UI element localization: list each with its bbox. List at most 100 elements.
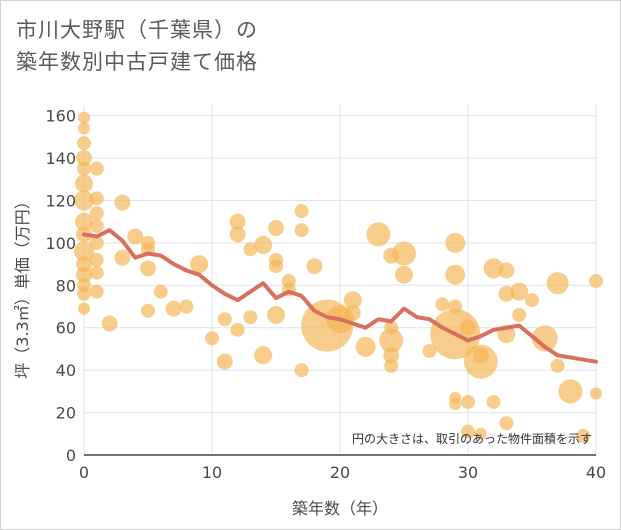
grid [83, 105, 597, 456]
data-bubble [512, 308, 527, 322]
data-bubble [77, 286, 91, 301]
data-bubble [89, 252, 104, 267]
data-bubble [531, 325, 558, 352]
x-tick-label: 0 [79, 463, 89, 482]
y-tick-label: 100 [45, 234, 76, 253]
data-bubble [89, 191, 104, 206]
data-bubble [268, 220, 284, 237]
trend-line [82, 228, 598, 364]
data-bubble [546, 272, 569, 295]
data-bubble [254, 346, 273, 365]
y-tick-label: 80 [56, 276, 76, 295]
data-bubble [78, 122, 90, 135]
data-bubble [229, 226, 246, 243]
data-bubble [498, 262, 515, 279]
data-bubble [379, 328, 404, 353]
data-bubble [483, 258, 504, 279]
data-bubble [384, 358, 399, 373]
data-bubble [77, 136, 91, 151]
data-bubble [114, 194, 131, 211]
trend-line-group [82, 228, 598, 364]
data-bubble [179, 299, 194, 314]
data-bubble [306, 258, 323, 275]
data-bubble [589, 274, 603, 289]
data-bubble [344, 304, 361, 321]
data-bubble [243, 242, 258, 257]
data-bubble [217, 312, 232, 327]
data-bubble [294, 363, 309, 378]
data-bubble [550, 358, 565, 373]
data-bubble [435, 297, 450, 312]
data-bubble [89, 218, 104, 233]
data-bubble [460, 319, 476, 336]
ticks: 0 20 40 60 80 100 120 140 160 0 10 20 30 40 [45, 107, 606, 482]
data-bubble [267, 306, 285, 324]
data-bubble [486, 394, 501, 409]
data-bubble [77, 161, 91, 176]
data-bubble [395, 265, 413, 284]
data-bubble [445, 232, 466, 253]
data-bubble [472, 347, 489, 364]
title-line-2: 築年数別中古戸建て価格 [16, 50, 258, 74]
data-bubble [205, 331, 219, 346]
data-bubble [590, 387, 602, 400]
data-bubble [74, 190, 94, 211]
data-bubble [140, 260, 156, 277]
data-bubble [89, 235, 104, 250]
data-bubble [525, 293, 539, 308]
data-bubble [254, 236, 273, 254]
chart-title: 市川大野駅（千葉県）の 築年数別中古戸建て価格 [16, 14, 258, 78]
y-tick-label: 0 [66, 446, 76, 465]
data-bubble [576, 428, 591, 443]
data-bubble [343, 291, 362, 310]
data-bubble [383, 347, 400, 364]
data-bubble [461, 424, 475, 439]
data-bubble [76, 266, 92, 283]
data-bubble [89, 265, 104, 280]
x-tick-label: 30 [458, 463, 478, 482]
data-bubble [229, 213, 246, 230]
data-bubble [216, 353, 233, 370]
data-bubble [141, 303, 155, 318]
data-bubble [78, 111, 90, 124]
data-bubble [230, 322, 245, 337]
x-tick-label: 20 [330, 463, 350, 482]
data-bubble [422, 344, 437, 359]
title-line-1: 市川大野駅（千葉県）の [16, 18, 258, 42]
data-bubble [294, 204, 309, 219]
data-bubble [474, 427, 487, 440]
bubbles [74, 111, 603, 443]
data-bubble [392, 241, 416, 266]
data-bubble [74, 241, 94, 262]
size-note: 円の大きさは、取引のあった物件面積を示す [352, 431, 592, 446]
data-bubble [461, 394, 475, 409]
y-tick-label: 60 [56, 319, 76, 338]
data-bubble [294, 223, 309, 238]
data-bubble [243, 310, 258, 325]
x-tick-label: 40 [586, 463, 606, 482]
data-bubble [75, 174, 93, 193]
data-bubble [78, 302, 90, 315]
data-bubble [558, 379, 583, 404]
data-bubble [89, 161, 104, 176]
x-tick-label: 10 [202, 463, 222, 482]
data-bubble [153, 284, 168, 299]
x-axis-label: 築年数（年） [292, 499, 388, 518]
y-tick-label: 20 [56, 404, 76, 423]
data-bubble [89, 284, 104, 299]
data-bubble [449, 398, 462, 411]
data-bubble [114, 249, 131, 266]
y-axis-label: 坪（3.3㎡）単価（万円） [13, 193, 32, 378]
data-bubble [101, 315, 118, 332]
data-bubble [499, 416, 514, 431]
data-bubble [355, 336, 376, 357]
y-tick-label: 40 [56, 361, 76, 380]
data-bubble [445, 264, 466, 285]
data-bubble [269, 259, 283, 274]
data-bubble [510, 282, 529, 301]
y-tick-label: 120 [45, 191, 76, 210]
y-tick-label: 140 [45, 149, 76, 168]
data-bubble [190, 255, 209, 274]
data-bubble [165, 300, 182, 317]
